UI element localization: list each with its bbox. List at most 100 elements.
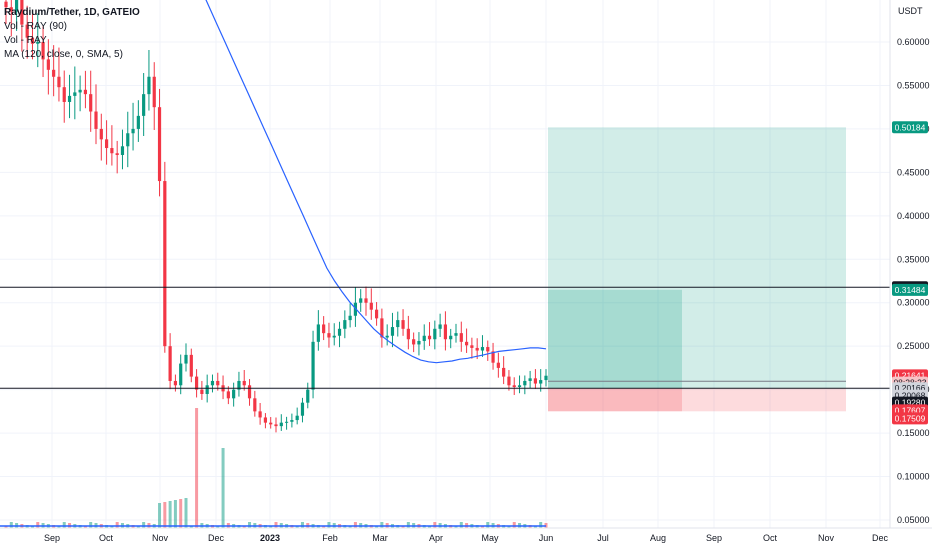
- time-tick-label: Jun: [539, 533, 554, 543]
- candle-body: [173, 380, 178, 386]
- candle-body: [168, 346, 172, 381]
- volume-bar: [327, 522, 331, 528]
- candle-body: [247, 385, 252, 399]
- time-tick-label: May: [481, 533, 499, 543]
- candle-body: [284, 421, 289, 423]
- candle-body: [412, 339, 416, 345]
- candle-body: [290, 420, 294, 422]
- price-tag: [892, 121, 928, 134]
- candle-body: [89, 94, 93, 112]
- volume-bar: [158, 503, 162, 528]
- candle-body: [327, 333, 331, 338]
- chart-legend: Raydium/Tether, 1D, GATEIO Vol - RAY (90…: [4, 6, 140, 62]
- profit-zone-filled: [548, 289, 682, 389]
- volume-bar: [539, 522, 543, 528]
- volume-bar: [459, 522, 463, 528]
- candle-body: [401, 320, 405, 329]
- candle-body: [464, 341, 469, 346]
- price-tick-label: 0.10000: [897, 472, 930, 482]
- candle-body: [269, 422, 273, 425]
- candle-body: [136, 115, 140, 129]
- time-tick-label: Sep: [706, 533, 722, 543]
- volume-indicator-label-2: Vol - RAY: [4, 35, 47, 46]
- candle-body: [359, 298, 363, 303]
- price-tags: 0.501840.317790.314840.2164108:28:230.20…: [892, 121, 928, 425]
- time-tick-label: Sep: [44, 533, 60, 543]
- candle-body: [454, 333, 458, 336]
- volume-bar: [89, 522, 93, 528]
- candle-body: [52, 69, 56, 77]
- candle-body: [417, 340, 421, 345]
- volume-bars: [0, 408, 548, 528]
- volume-bar: [242, 526, 246, 528]
- volume-bar: [179, 499, 183, 528]
- price-tag: [892, 412, 928, 425]
- volume-bar: [380, 522, 384, 528]
- candle-body: [337, 328, 342, 336]
- time-tick-label: Oct: [763, 533, 778, 543]
- price-tick-label: 0.15000: [897, 428, 930, 438]
- time-tick-label: Oct: [99, 533, 114, 543]
- candle-body: [459, 333, 463, 342]
- volume-bar: [195, 408, 199, 528]
- volume-bar: [57, 526, 61, 528]
- volume-bar: [353, 522, 357, 528]
- candle-body: [200, 389, 204, 394]
- candle-body: [348, 315, 352, 321]
- candle-body: [30, 37, 35, 44]
- price-tick-label: 0.35000: [897, 254, 930, 264]
- volume-bar: [216, 526, 220, 528]
- price-tag-label: 0.19280: [895, 398, 926, 408]
- candle-body: [380, 318, 384, 338]
- candle-body: [20, 0, 24, 25]
- candle-body: [443, 324, 448, 340]
- candle-body: [502, 367, 506, 377]
- candle-body: [306, 389, 310, 403]
- volume-bar: [300, 522, 304, 528]
- volume-bar: [274, 522, 278, 528]
- price-tag-label: 0.31484: [895, 285, 926, 295]
- candle-body: [396, 320, 400, 328]
- candle-body: [36, 42, 40, 44]
- candle-body: [544, 375, 548, 381]
- price-tag-label: 0.50184: [895, 122, 926, 132]
- candle-body: [385, 335, 389, 338]
- candle-body: [157, 107, 162, 182]
- candle-body: [237, 380, 241, 390]
- profit-zone: [548, 127, 846, 389]
- candle-body: [147, 76, 151, 95]
- price-tag-label: 0.17509: [895, 413, 926, 423]
- candle-body: [496, 362, 500, 368]
- horizontal-levels: [0, 286, 890, 389]
- price-tick-label: 0.45000: [897, 167, 930, 177]
- candle-body: [142, 94, 146, 116]
- candle-body: [316, 324, 320, 342]
- volume-bar: [401, 526, 405, 528]
- time-tick-label: Nov: [152, 533, 169, 543]
- candle-body: [300, 402, 305, 416]
- candle-body: [120, 146, 125, 155]
- candle-body: [343, 320, 347, 329]
- volume-bar: [433, 522, 437, 528]
- price-tick-label: 0.25000: [897, 341, 930, 351]
- price-tick-label: 0.60000: [897, 37, 930, 47]
- volume-bar: [4, 526, 8, 528]
- loss-zone-filled: [548, 388, 682, 412]
- volume-bar: [142, 522, 146, 528]
- symbol-title: Raydium/Tether, 1D, GATEIO: [4, 7, 140, 18]
- price-tag-label: 0.20068: [895, 391, 926, 401]
- volume-bar: [163, 502, 167, 528]
- candle-body: [374, 309, 379, 319]
- candle-body: [390, 327, 395, 336]
- candle-body: [115, 153, 119, 155]
- candle-body: [470, 345, 474, 348]
- candle-body: [311, 341, 315, 390]
- candle-body: [539, 380, 543, 384]
- volume-bar: [348, 526, 352, 528]
- candle-body: [332, 335, 336, 338]
- candle-body: [94, 111, 98, 129]
- candle-body: [232, 389, 236, 399]
- candle-body: [152, 76, 156, 108]
- candle-body: [189, 354, 193, 377]
